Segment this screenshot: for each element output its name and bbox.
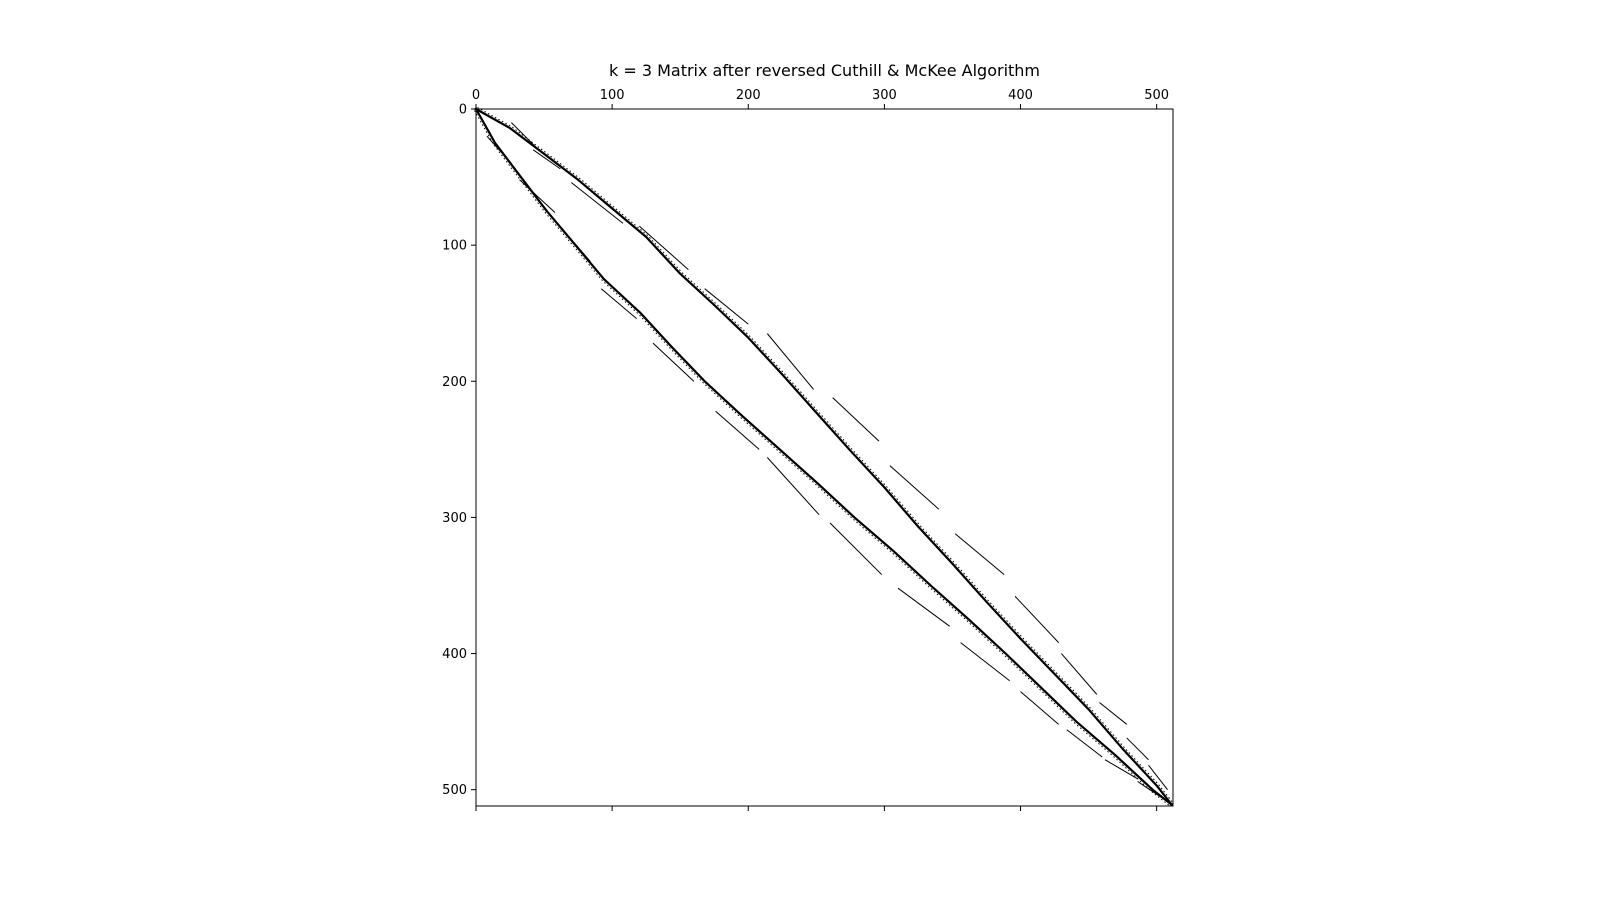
nonzero-dash	[1014, 596, 1060, 643]
lower-band-nonzeros	[475, 108, 1173, 806]
y-tick-label: 100	[442, 239, 467, 254]
x-tick-label: 500	[1144, 88, 1169, 103]
upper-band-nonzeros-texture	[477, 107, 1174, 804]
nonzero-dash	[554, 220, 591, 262]
x-tick-label: 300	[872, 88, 897, 103]
nonzero-dash	[519, 179, 556, 213]
nonzero-dash	[704, 288, 749, 325]
nonzero-dash	[639, 225, 689, 271]
nonzero-dash	[532, 149, 561, 170]
y-axis: 0 100 200 300 400 500	[442, 103, 476, 798]
axes-frame	[475, 108, 1174, 807]
nonzero-dash	[1137, 781, 1163, 799]
upper-band-nonzeros	[475, 108, 1173, 806]
x-tick-label: 400	[1008, 88, 1033, 103]
x-tick-label: 0	[472, 88, 480, 103]
x-tick-label: 200	[736, 88, 761, 103]
y-tick-label: 300	[442, 511, 467, 526]
nonzero-dash	[954, 533, 1005, 575]
nonzero-dash	[766, 333, 814, 390]
nonzero-dash	[570, 182, 624, 224]
nonzero-dash	[766, 457, 820, 516]
nonzero-dash	[832, 397, 880, 442]
nonzero-dash	[652, 342, 695, 382]
x-axis: 0 100 200 300 400 500	[472, 88, 1169, 811]
nonzero-dash	[715, 410, 760, 450]
y-tick-label: 400	[442, 647, 467, 662]
nonzero-dash	[1148, 764, 1168, 790]
nonzero-dash	[960, 642, 1010, 682]
y-tick-label: 200	[442, 375, 467, 390]
x-tick-label: 100	[600, 88, 625, 103]
nonzero-dash	[1099, 702, 1128, 725]
nonzero-dash	[897, 587, 951, 627]
y-tick-label: 0	[459, 103, 467, 118]
nonzero-dash	[1066, 729, 1103, 758]
nonzero-dash	[486, 135, 512, 164]
nonzero-dash	[889, 465, 940, 510]
nonzero-dash	[829, 522, 883, 575]
nonzero-dash	[1104, 759, 1138, 780]
chart-title: k = 3 Matrix after reversed Cuthill & Mc…	[609, 61, 1040, 80]
nonzero-dash	[600, 288, 637, 320]
lower-band-nonzeros-texture	[474, 110, 1171, 807]
y-tick-label: 500	[442, 783, 467, 798]
nonzero-dash	[1020, 691, 1059, 725]
nonzero-dash	[1060, 653, 1098, 695]
nonzero-dash	[511, 122, 539, 151]
nonzero-corner	[1170, 803, 1174, 807]
matrix-nonzeros	[474, 107, 1174, 807]
nonzero-dash	[1126, 737, 1149, 761]
